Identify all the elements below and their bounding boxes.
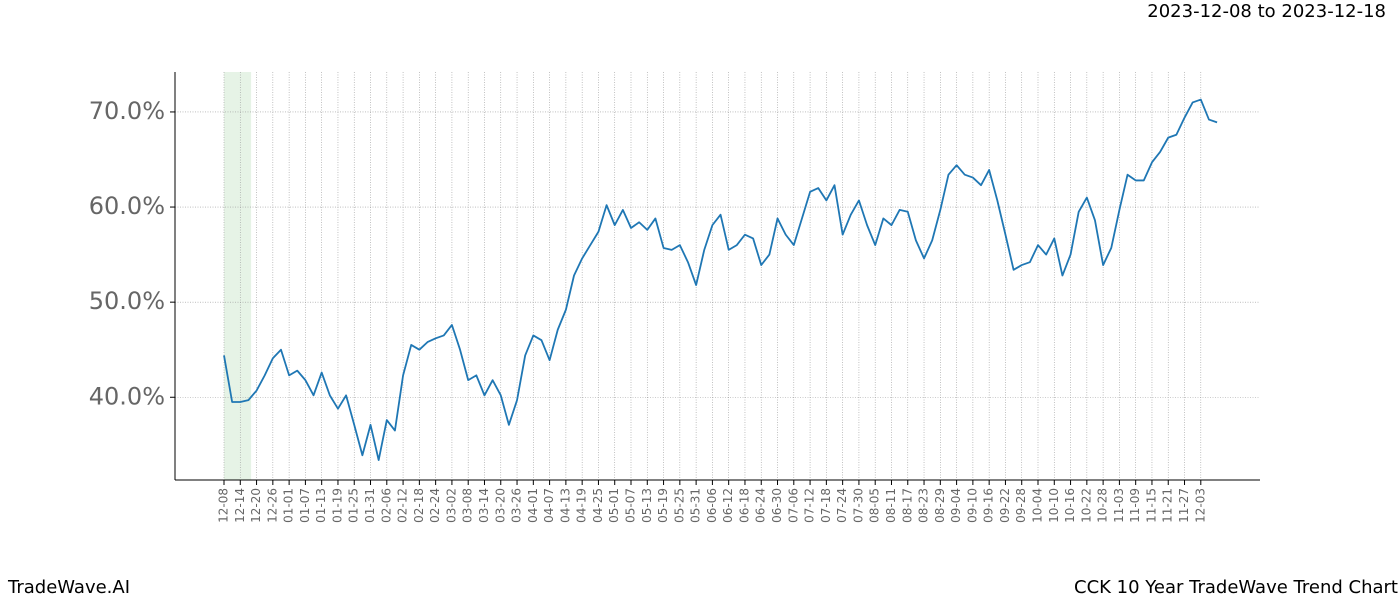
x-tick-label: 03-26	[510, 488, 524, 523]
x-tick-label: 01-31	[363, 488, 377, 523]
x-tick-label: 09-10	[965, 488, 979, 523]
x-tick-label: 12-03	[1193, 488, 1207, 523]
x-tick-label: 06-18	[737, 488, 751, 523]
x-tick-label: 06-24	[754, 488, 768, 523]
x-tick-label: 05-25	[672, 488, 686, 523]
x-tick-label: 02-06	[379, 488, 393, 523]
x-tick-label: 11-09	[1128, 488, 1142, 523]
x-tick-label: 01-19	[330, 488, 344, 523]
x-tick-label: 04-19	[575, 488, 589, 523]
x-tick-label: 05-19	[656, 488, 670, 523]
footer-left: TradeWave.AI	[7, 577, 130, 598]
x-tick-label: 07-06	[786, 488, 800, 523]
x-tick-label: 05-31	[689, 488, 703, 523]
x-tick-label: 11-21	[1161, 488, 1175, 523]
y-tick-label: 40.0%	[89, 382, 165, 410]
x-tick-label: 02-12	[396, 488, 410, 523]
x-tick-label: 05-01	[607, 488, 621, 523]
x-tick-label: 03-02	[444, 488, 458, 523]
highlight-band	[224, 72, 252, 480]
x-tick-label: 10-22	[1079, 488, 1093, 523]
x-tick-label: 07-30	[851, 488, 865, 523]
x-tick-label: 04-25	[591, 488, 605, 523]
x-tick-label: 10-28	[1096, 488, 1110, 523]
x-tick-label: 12-14	[233, 488, 247, 523]
x-tick-label: 08-23	[917, 488, 931, 523]
x-tick-label: 09-28	[1014, 488, 1028, 523]
trend-line	[223, 98, 1218, 461]
x-tick-label: 03-20	[493, 488, 507, 523]
x-tick-label: 07-24	[835, 488, 849, 523]
x-tick-label: 08-11	[884, 488, 898, 523]
x-tick-label: 04-07	[542, 488, 556, 523]
x-tick-label: 01-25	[347, 488, 361, 523]
x-tick-label: 01-13	[314, 488, 328, 523]
y-tick-label: 50.0%	[89, 287, 165, 315]
x-tick-label: 02-24	[428, 488, 442, 523]
x-tick-label: 06-30	[770, 488, 784, 523]
x-tick-label: 07-18	[819, 488, 833, 523]
x-tick-label: 05-13	[640, 488, 654, 523]
x-tick-label: 07-12	[803, 488, 817, 523]
x-tick-label: 06-12	[721, 488, 735, 523]
x-tick-label: 04-01	[526, 488, 540, 523]
x-tick-label: 08-29	[933, 488, 947, 523]
x-tick-label: 04-13	[558, 488, 572, 523]
x-tick-label: 09-22	[998, 488, 1012, 523]
x-tick-label: 12-26	[265, 488, 279, 523]
footer-right: CCK 10 Year TradeWave Trend Chart	[1074, 577, 1398, 598]
chart-title: 2023-12-08 to 2023-12-18	[1147, 1, 1386, 22]
y-tick-label: 60.0%	[89, 192, 165, 220]
x-tick-label: 11-27	[1177, 488, 1191, 523]
x-tick-label: 06-06	[705, 488, 719, 523]
x-tick-label: 09-16	[982, 488, 996, 523]
x-tick-label: 08-05	[868, 488, 882, 523]
x-tick-label: 03-14	[477, 488, 491, 523]
x-tick-label: 02-18	[412, 488, 426, 523]
x-tick-label: 11-03	[1112, 488, 1126, 523]
y-tick-label: 70.0%	[89, 97, 165, 125]
x-tick-label: 08-17	[900, 488, 914, 523]
x-tick-label: 10-16	[1063, 488, 1077, 523]
x-tick-label: 09-04	[949, 488, 963, 523]
x-tick-label: 01-01	[282, 488, 296, 523]
x-tick-label: 01-07	[298, 488, 312, 523]
x-tick-label: 05-07	[624, 488, 638, 523]
x-tick-label: 12-20	[249, 488, 263, 523]
x-tick-label: 11-15	[1144, 488, 1158, 523]
x-tick-label: 10-04	[1031, 488, 1045, 523]
x-tick-label: 10-10	[1047, 488, 1061, 523]
x-tick-label: 12-08	[217, 488, 231, 523]
x-tick-label: 03-08	[461, 488, 475, 523]
